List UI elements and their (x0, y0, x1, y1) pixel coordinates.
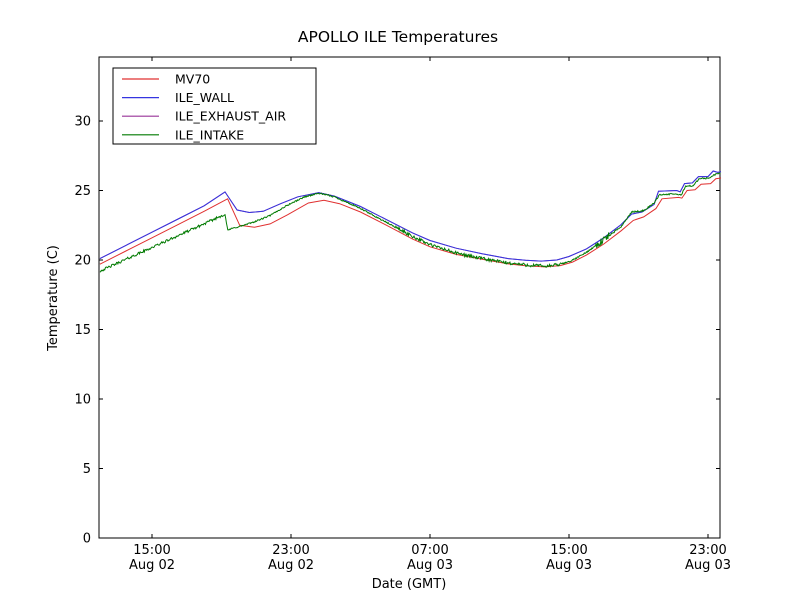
x-tick-label-time: 07:00 (411, 543, 448, 558)
x-tick-label-date: Aug 02 (129, 558, 175, 573)
y-tick-label: 10 (74, 393, 91, 408)
y-tick-label: 30 (74, 115, 91, 130)
legend-label-mv70: MV70 (175, 72, 210, 87)
x-tick-label-time: 15:00 (550, 543, 587, 558)
y-tick-label: 25 (74, 184, 91, 199)
series-line-ile_wall (99, 170, 722, 262)
series-line-mv70 (99, 177, 722, 268)
x-tick-label-date: Aug 02 (268, 558, 314, 573)
x-tick-label-time: 23:00 (272, 543, 309, 558)
axes-frame (98, 56, 721, 539)
x-tick-label-date: Aug 03 (546, 558, 592, 573)
series-line-ile_intake (99, 172, 721, 273)
legend-label-ile_wall: ILE_WALL (175, 90, 234, 105)
chart-title: APOLLO ILE Temperatures (298, 28, 498, 46)
x-tick-label-date: Aug 03 (407, 558, 453, 573)
y-tick-label: 20 (74, 254, 91, 269)
x-axis-label: Date (GMT) (372, 577, 447, 592)
legend-box (112, 67, 317, 145)
y-tick-label: 5 (83, 462, 91, 477)
legend-label-ile_exhaust_air: ILE_EXHAUST_AIR (175, 109, 286, 124)
x-tick-label-time: 15:00 (133, 543, 170, 558)
x-tick-label-date: Aug 03 (685, 558, 731, 573)
y-axis-label: Temperature (C) (46, 245, 61, 352)
y-tick-label: 0 (83, 532, 91, 547)
legend-label-ile_intake: ILE_INTAKE (175, 127, 244, 142)
x-tick-label-time: 23:00 (689, 543, 726, 558)
y-tick-label: 15 (74, 323, 91, 338)
